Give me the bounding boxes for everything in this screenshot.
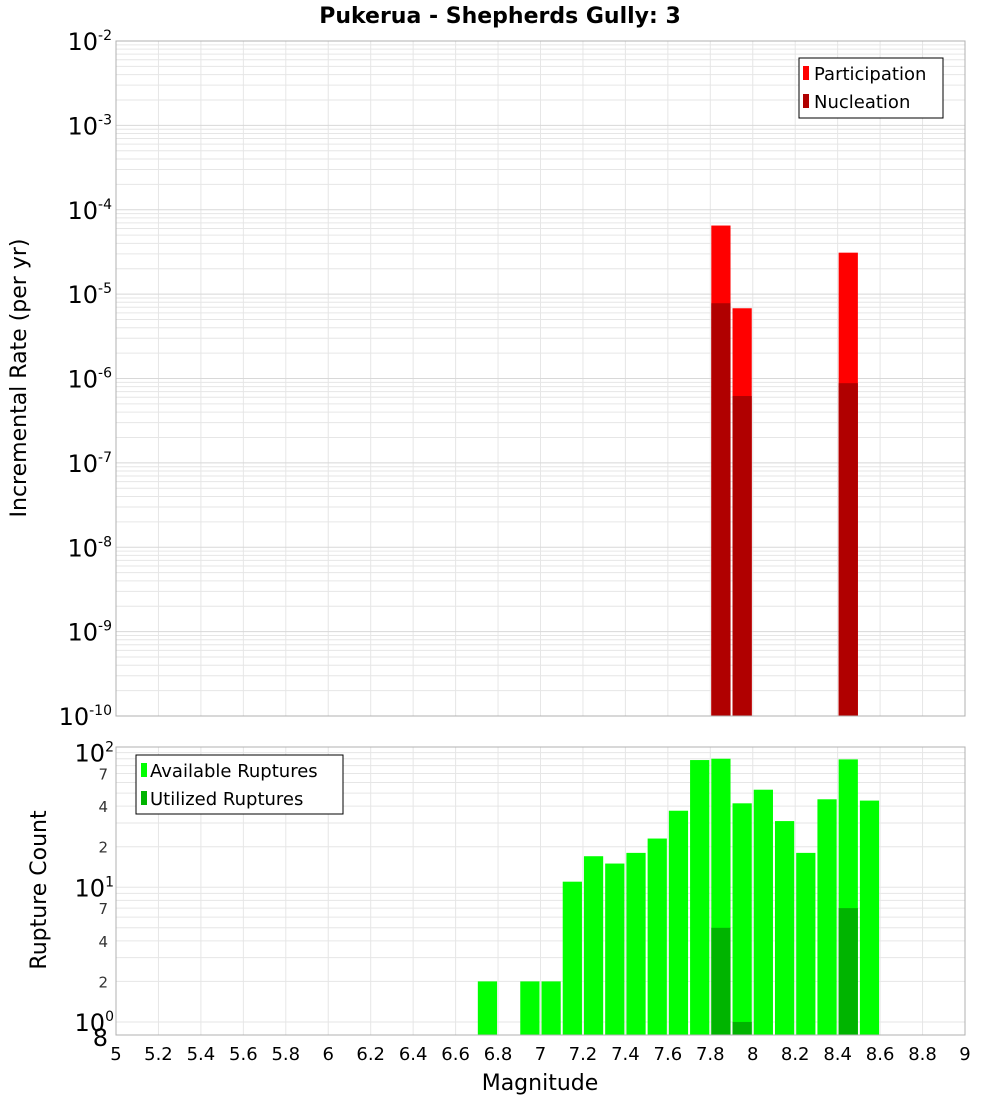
x-tick-label: 8 <box>747 1044 758 1065</box>
x-tick-label: 5.6 <box>229 1044 258 1065</box>
bottom-plot-frame <box>115 746 966 1036</box>
nucleation-bar <box>838 383 858 716</box>
available-ruptures-bar <box>477 981 498 1035</box>
available-ruptures-bar <box>583 856 604 1035</box>
x-tick-label: 6.2 <box>356 1044 385 1065</box>
available-ruptures-bar <box>690 760 710 1035</box>
nucleation-legend-swatch <box>803 94 809 108</box>
available-ruptures-legend-swatch <box>141 763 147 777</box>
top-y-ticks: 10-10 10-9 10-8 10-7 10-6 10-5 10-4 10-3 10-2 <box>59 28 113 731</box>
top-y-tick-label: 10-7 <box>67 450 112 478</box>
x-tick-label: 8.6 <box>866 1044 895 1065</box>
available-ruptures-bar <box>562 881 582 1035</box>
x-tick-label: 6.4 <box>399 1044 428 1065</box>
bottom-legend-box <box>135 754 344 815</box>
top-plot-bars <box>711 225 858 716</box>
available-ruptures-bar <box>859 800 880 1035</box>
top-y-tick-label: 10-9 <box>67 619 112 647</box>
top-y-tick-label: 10-10 <box>59 703 112 731</box>
top-plot-frame <box>115 40 966 717</box>
available-ruptures-bar <box>796 852 816 1035</box>
top-y-tick-label: 10-4 <box>67 197 112 225</box>
available-ruptures-bar <box>605 863 625 1035</box>
available-ruptures-bar <box>732 803 752 1035</box>
x-tick-label: 7 <box>535 1044 546 1065</box>
bottom-legend: Available Ruptures Utilized Ruptures <box>135 754 344 815</box>
utilized-ruptures-bar <box>838 908 858 1035</box>
available-ruptures-bar <box>774 821 795 1035</box>
x-tick-label: 8.4 <box>823 1044 852 1065</box>
x-axis-label: Magnitude <box>482 1071 599 1096</box>
x-tick-label: 6.6 <box>441 1044 470 1065</box>
top-plot-grid <box>115 41 966 717</box>
x-axis-ticks: 5 5.2 5.4 5.6 5.8 6 6.2 6.4 6.6 6.8 7 7.2 7.4 7.6 7.8 8… <box>110 1044 970 1065</box>
bottom-y-minor-tick-label: 2 <box>98 839 108 857</box>
available-ruptures-bar <box>753 789 773 1035</box>
bottom-y-minor-tick-label: 2 <box>98 973 108 991</box>
top-y-tick-label: 10-2 <box>67 28 112 56</box>
available-ruptures-bar <box>647 838 667 1035</box>
x-tick-label: 8.8 <box>908 1044 937 1065</box>
top-y-tick-label: 10-5 <box>67 281 112 309</box>
bottom-plot-bars <box>477 758 880 1035</box>
top-plot: 10-10 10-9 10-8 10-7 10-6 10-5 10-4 10-3 10-2 Pa… <box>59 28 966 731</box>
top-legend: Participation Nucleation <box>798 57 944 119</box>
available-ruptures-bar <box>668 810 689 1035</box>
utilized-ruptures-legend-swatch <box>141 791 147 805</box>
bottom-y-minor-tick-label: 8 <box>93 1024 108 1052</box>
bottom-y-major-tick-label: 102 <box>75 740 114 768</box>
available-ruptures-bar <box>541 981 561 1035</box>
x-tick-label: 7.8 <box>696 1044 725 1065</box>
participation-legend-label: Participation <box>814 64 926 85</box>
bottom-y-minor-tick-label: 4 <box>98 933 108 951</box>
top-y-axis-label: Incremental Rate (per yr) <box>7 239 32 518</box>
x-tick-label: 6 <box>323 1044 334 1065</box>
nucleation-legend-label: Nucleation <box>814 92 910 113</box>
bottom-y-major-tick-label: 100 <box>75 1009 114 1037</box>
top-y-tick-label: 10-8 <box>67 534 112 562</box>
x-tick-label: 7.2 <box>569 1044 598 1065</box>
x-tick-label: 5 <box>110 1044 121 1065</box>
top-legend-box <box>798 57 944 119</box>
top-y-tick-label: 10-3 <box>67 112 112 140</box>
bottom-plot: 8 2 4 7 2 4 7 100 101 102 5 5.2 5.4 5.6 5.8 6 6.2 6.4 6.6… <box>75 740 971 1065</box>
bottom-y-ticks: 8 2 4 7 2 4 7 100 101 102 <box>75 740 114 1052</box>
participation-legend-swatch <box>803 66 809 80</box>
x-tick-label: 8.2 <box>781 1044 810 1065</box>
chart-title: Pukerua - Shepherds Gully: 3 <box>319 4 681 29</box>
x-tick-label: 5.2 <box>144 1044 173 1065</box>
bottom-y-minor-tick-label: 7 <box>98 765 108 783</box>
utilized-ruptures-legend-label: Utilized Ruptures <box>150 789 303 810</box>
x-tick-label: 6.8 <box>484 1044 513 1065</box>
x-tick-label: 5.4 <box>187 1044 216 1065</box>
available-ruptures-bar <box>626 852 646 1035</box>
bottom-y-minor-tick-label: 4 <box>98 798 108 816</box>
utilized-ruptures-bar <box>711 927 731 1035</box>
available-ruptures-bar <box>520 981 540 1035</box>
bottom-y-minor-tick-label: 7 <box>98 900 108 918</box>
x-tick-label: 5.8 <box>271 1044 300 1065</box>
available-ruptures-legend-label: Available Ruptures <box>150 761 318 782</box>
x-tick-label: 7.6 <box>654 1044 683 1065</box>
x-tick-label: 9 <box>959 1044 970 1065</box>
x-tick-label: 7.4 <box>611 1044 640 1065</box>
available-ruptures-bar <box>817 799 837 1035</box>
bottom-y-axis-label: Rupture Count <box>27 810 52 970</box>
nucleation-bar <box>711 303 731 716</box>
nucleation-bar <box>732 396 752 716</box>
top-y-tick-label: 10-6 <box>67 366 112 394</box>
bottom-y-major-tick-label: 101 <box>75 874 114 902</box>
utilized-ruptures-bar <box>732 1021 752 1035</box>
